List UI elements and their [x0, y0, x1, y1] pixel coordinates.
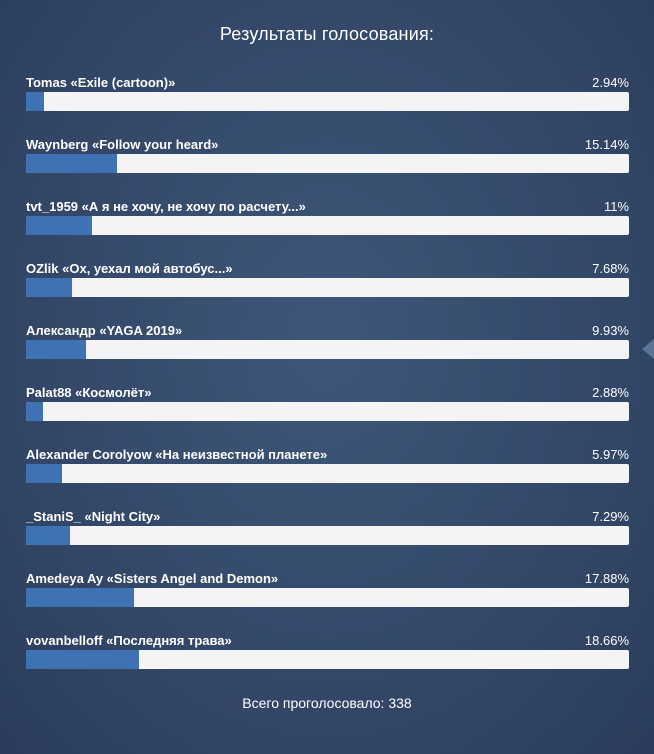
option-label: _StaniS_ «Night City» [26, 509, 161, 524]
option-percent: 9.93% [592, 323, 629, 338]
poll-option: vovanbelloff «Последняя трава» 18.66% [26, 633, 629, 673]
progress-bar-track [26, 402, 629, 421]
option-percent: 18.66% [584, 633, 629, 648]
progress-bar-fill [26, 154, 118, 173]
progress-bar-track [26, 340, 629, 359]
progress-bar-track [26, 278, 629, 297]
option-percent: 5.97% [592, 447, 629, 462]
progress-bar-fill [26, 588, 134, 607]
poll-option: Waynberg «Follow your heard» 15.14% [26, 137, 629, 177]
poll-option: Palat88 «Космолёт» 2.88% [26, 385, 629, 425]
option-label: Tomas «Exile (cartoon)» [26, 75, 176, 90]
poll-option: Amedeya Ay «Sisters Angel and Demon» 17.… [26, 571, 629, 611]
option-label: Palat88 «Космолёт» [26, 385, 152, 400]
option-percent: 7.68% [592, 261, 629, 276]
poll-option: _StaniS_ «Night City» 7.29% [26, 509, 629, 549]
poll-option: Александр «YAGA 2019» 9.93% [26, 323, 629, 363]
progress-bar-track [26, 526, 629, 545]
option-percent: 7.29% [592, 509, 629, 524]
poll-option: OZlik «Ох, уехал мой автобус...» 7.68% [26, 261, 629, 301]
poll-option: Alexander Corolyow «На неизвестной плане… [26, 447, 629, 487]
progress-bar-fill [26, 526, 70, 545]
progress-bar-fill [26, 402, 44, 421]
progress-bar-fill [26, 650, 139, 669]
progress-bar-track [26, 92, 629, 111]
progress-bar-fill [26, 216, 93, 235]
progress-bar-fill [26, 464, 62, 483]
option-label: Александр «YAGA 2019» [26, 323, 183, 338]
option-percent: 2.94% [592, 75, 629, 90]
poll-total-votes: Всего проголосовало: 338 [242, 695, 412, 711]
progress-bar-track [26, 216, 629, 235]
progress-bar-track [26, 464, 629, 483]
option-percent: 2.88% [592, 385, 629, 400]
progress-bar-track [26, 588, 629, 607]
progress-bar-track [26, 154, 629, 173]
poll-title: Результаты голосования: [219, 24, 435, 44]
option-percent: 11% [603, 199, 629, 214]
poll-option: Tomas «Exile (cartoon)» 2.94% [26, 75, 629, 115]
progress-bar-fill [26, 278, 73, 297]
chevron-left-icon[interactable] [642, 339, 654, 359]
option-label: tvt_1959 «А я не хочу, не хочу по расчет… [26, 199, 306, 214]
option-label: OZlik «Ох, уехал мой автобус...» [26, 261, 233, 276]
poll-option: tvt_1959 «А я не хочу, не хочу по расчет… [26, 199, 629, 239]
option-percent: 15.14% [584, 137, 629, 152]
option-label: Waynberg «Follow your heard» [26, 137, 219, 152]
option-percent: 17.88% [584, 571, 629, 586]
progress-bar-fill [26, 92, 44, 111]
progress-bar-fill [26, 340, 86, 359]
option-label: Alexander Corolyow «На неизвестной плане… [26, 447, 328, 462]
option-label: vovanbelloff «Последняя трава» [26, 633, 232, 648]
progress-bar-track [26, 650, 629, 669]
option-label: Amedeya Ay «Sisters Angel and Demon» [26, 571, 279, 586]
